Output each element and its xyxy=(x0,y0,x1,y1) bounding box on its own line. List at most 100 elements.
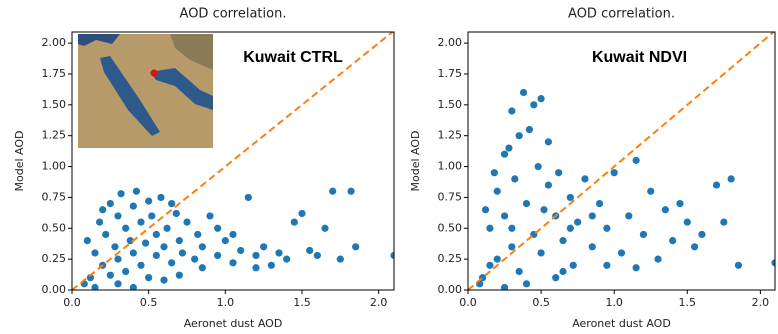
scatter-point xyxy=(486,262,493,269)
y-tick-label: 0.00 xyxy=(42,283,67,296)
scatter-point xyxy=(491,169,498,176)
scatter-point xyxy=(229,231,236,238)
scatter-point xyxy=(245,194,252,201)
scatter-point xyxy=(567,194,574,201)
scatter-point xyxy=(520,89,527,96)
scatter-point xyxy=(133,188,140,195)
scatter-point xyxy=(662,206,669,213)
scatter-point xyxy=(191,256,198,263)
scatter-point xyxy=(153,231,160,238)
x-tick-label: 2.0 xyxy=(370,296,388,309)
scatter-point xyxy=(111,243,118,250)
scatter-point xyxy=(145,274,152,281)
y-axis-label: Model AOD xyxy=(409,131,422,192)
scatter-point xyxy=(611,169,618,176)
scatter-point xyxy=(268,262,275,269)
chart-title: AOD correlation. xyxy=(180,7,287,22)
scatter-point xyxy=(114,280,121,287)
scatter-point xyxy=(314,252,321,259)
scatter-point xyxy=(130,249,137,256)
y-tick-label: 0.50 xyxy=(42,221,67,234)
y-tick-label: 1.75 xyxy=(42,67,67,80)
scatter-point xyxy=(157,194,164,201)
scatter-point xyxy=(603,262,610,269)
x-tick-label: 2.0 xyxy=(752,296,770,309)
scatter-point xyxy=(669,237,676,244)
x-tick-label: 0.0 xyxy=(459,296,477,309)
x-axis-label: Aeronet dust AOD xyxy=(184,317,283,330)
scatter-point xyxy=(633,157,640,164)
scatter-point xyxy=(501,151,508,158)
y-tick-label: 1.50 xyxy=(42,98,67,111)
scatter-point xyxy=(516,268,523,275)
scatter-point xyxy=(102,231,109,238)
scatter-point xyxy=(114,256,121,263)
scatter-point xyxy=(329,188,336,195)
y-tick-label: 0.00 xyxy=(438,283,463,296)
y-tick-label: 0.50 xyxy=(438,221,463,234)
scatter-point xyxy=(107,200,114,207)
scatter-point xyxy=(352,243,359,250)
scatter-point xyxy=(168,200,175,207)
y-tick-label: 1.25 xyxy=(438,129,463,142)
scatter-point xyxy=(229,259,236,266)
chart-title: AOD correlation. xyxy=(568,7,675,22)
scatter-point xyxy=(160,243,167,250)
scatter-point xyxy=(735,262,742,269)
x-tick-label: 0.5 xyxy=(140,296,158,309)
scatter-point xyxy=(117,190,124,197)
scatter-point xyxy=(91,249,98,256)
scatter-point xyxy=(137,262,144,269)
scatter-point xyxy=(214,225,221,232)
scatter-point xyxy=(206,212,213,219)
scatter-point xyxy=(589,212,596,219)
scatter-point xyxy=(589,243,596,250)
scatter-point xyxy=(199,264,206,271)
scatter-point xyxy=(545,138,552,145)
scatter-point xyxy=(321,225,328,232)
scatter-point xyxy=(537,249,544,256)
scatter-point xyxy=(603,225,610,232)
scatter-point xyxy=(728,175,735,182)
scatter-point xyxy=(96,219,103,226)
scatter-point xyxy=(173,210,180,217)
scatter-point xyxy=(633,264,640,271)
scatter-point xyxy=(570,262,577,269)
y-tick-label: 1.50 xyxy=(438,98,463,111)
y-tick-label: 2.00 xyxy=(42,36,67,49)
scatter-point xyxy=(291,219,298,226)
map-site-dot xyxy=(151,70,158,77)
scatter-point xyxy=(523,280,530,287)
scatter-point xyxy=(275,249,282,256)
scatter-point xyxy=(555,169,562,176)
scatter-point xyxy=(537,95,544,102)
scatter-point xyxy=(237,247,244,254)
scatter-point xyxy=(676,200,683,207)
scatter-point xyxy=(508,243,515,250)
scatter-point xyxy=(222,237,229,244)
scatter-point xyxy=(283,256,290,263)
scatter-point xyxy=(179,249,186,256)
y-tick-label: 1.00 xyxy=(42,160,67,173)
scatter-point xyxy=(625,212,632,219)
scatter-point xyxy=(596,200,603,207)
scatter-point xyxy=(486,225,493,232)
scatter-point xyxy=(647,188,654,195)
scatter-point xyxy=(153,252,160,259)
x-tick-label: 0.5 xyxy=(532,296,550,309)
x-tick-label: 1.5 xyxy=(679,296,697,309)
y-tick-label: 0.25 xyxy=(42,252,67,265)
scatter-point xyxy=(559,268,566,275)
scatter-point xyxy=(168,259,175,266)
scatter-point xyxy=(107,272,114,279)
figure: AOD correlation. Aeronet dust AOD Model AO… xyxy=(0,0,778,334)
scatter-point xyxy=(337,256,344,263)
scatter-point xyxy=(494,256,501,263)
scatter-point xyxy=(713,181,720,188)
scatter-point xyxy=(84,237,91,244)
scatter-point xyxy=(130,202,137,209)
scatter-point xyxy=(574,219,581,226)
scatter-point xyxy=(194,231,201,238)
scatter-point xyxy=(347,188,354,195)
scatter-point xyxy=(260,243,267,250)
